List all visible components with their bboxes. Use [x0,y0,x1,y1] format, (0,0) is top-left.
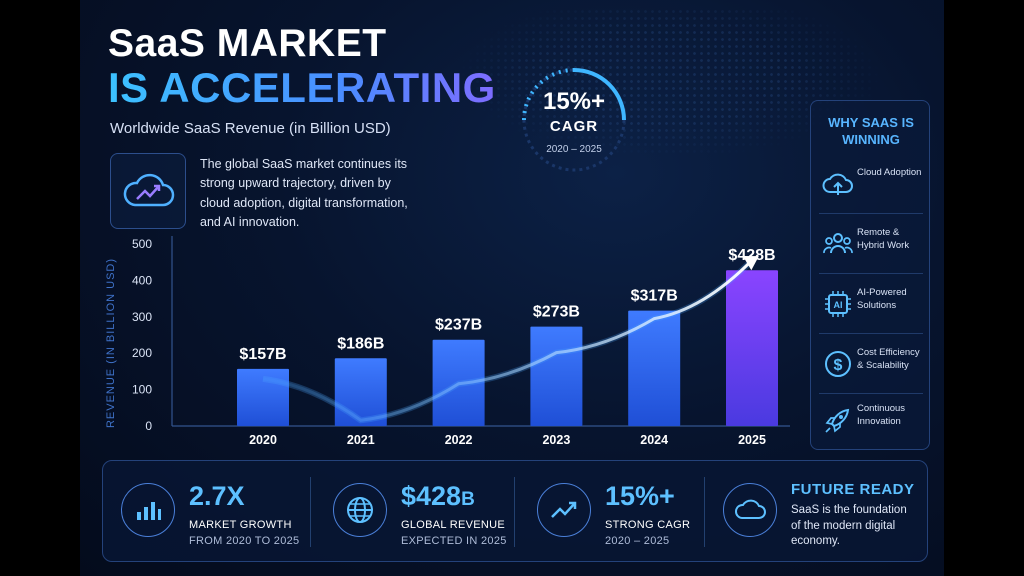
x-tick-label-2023: 2023 [542,433,570,447]
y-tick-label: 300 [132,310,152,324]
cloud-upload-icon [821,167,855,201]
stat-strong-cagr: 15%+ STRONG CAGR 2020 – 2025 [519,461,719,561]
x-tick-label-2020: 2020 [249,433,277,447]
data-label-2021: $186B [337,335,384,352]
trend-arrow-head [742,256,759,271]
users-icon [821,227,855,261]
why-saas-panel: WHY SAAS IS WINNING Cloud Adoption Remote… [810,100,930,450]
bar-2024 [628,310,681,426]
x-tick-label-2021: 2021 [347,433,375,447]
stat-label: GLOBAL REVENUE [401,519,506,531]
bar-2020 [237,368,289,426]
y-tick-label: 0 [145,419,152,433]
stat-global-revenue: $428B GLOBAL REVENUE EXPECTED IN 2025 [315,461,520,561]
data-label-2025: $428B [728,247,775,264]
cloud-growth-icon [123,173,175,207]
cloud-icon [723,483,777,537]
letterbox-left [0,0,80,576]
x-tick-label-2025: 2025 [738,433,766,447]
bar-2025 [726,270,778,426]
divider [819,273,923,274]
why-saas-item: AI AI-Powered Solutions [819,277,925,335]
x-tick-label-2022: 2022 [445,433,473,447]
cloud-growth-icon-box [110,153,186,229]
stats-panel: 2.7X MARKET GROWTH FROM 2020 TO 2025 $42… [102,460,928,562]
bar-2021 [334,358,387,426]
why-saas-item-label: Cost Efficiency & Scalability [857,347,920,371]
y-tick-label: 200 [132,346,152,360]
rocket-icon [821,403,855,437]
why-saas-title: WHY SAAS IS WINNING [828,115,914,147]
chart-subtitle: Worldwide SaaS Revenue (in Billion USD) [110,120,391,137]
stat-sub: 2020 – 2025 [605,535,670,547]
trend-arrow-line [262,259,754,422]
data-label-2022: $237B [435,317,482,334]
stat-label: MARKET GROWTH [189,519,292,531]
letterbox-right [944,0,1024,576]
why-saas-item-label: Cloud Adoption [857,167,922,178]
globe-icon [333,483,387,537]
why-saas-item: Remote & Hybrid Work [819,217,925,275]
y-tick-label: 400 [132,273,152,287]
stat-value: 15%+ [605,481,675,511]
svg-text:$: $ [834,357,843,374]
divider [704,477,705,547]
data-label-2023: $273B [533,304,580,321]
cagr-value: 15%+ [542,88,606,115]
intro-text: The global SaaS market continues its str… [200,157,408,230]
ai-chip-icon: AI [821,287,855,321]
divider [514,477,515,547]
y-tick-label: 100 [132,383,152,397]
stat-value: 2.7X [189,481,245,511]
why-saas-item: Continuous Innovation [819,393,925,451]
cagr-years: 2020 – 2025 [546,144,602,155]
title-line-1: SaaS MARKET [108,22,387,65]
data-label-2024: $317B [631,288,678,305]
revenue-bar-chart: REVENUE (IN BILLION USD) 0 100 200 300 400 500… [105,236,790,447]
why-saas-item-label: AI-Powered Solutions [857,287,907,311]
svg-text:AI: AI [834,300,843,310]
future-ready-title: FUTURE READY [791,481,915,498]
why-saas-item-label: Continuous Innovation [857,403,906,427]
trend-up-icon [537,483,591,537]
divider [819,393,923,394]
bar-chart-icon [121,483,175,537]
dollar-icon: $ [821,347,855,381]
y-axis-title: REVENUE (IN BILLION USD) [105,258,117,428]
y-tick-label: 500 [132,237,152,251]
future-ready: FUTURE READY SaaS is the foundation of t… [705,461,927,561]
cagr-ring [522,68,626,172]
data-label-2020: $157B [239,346,286,363]
divider [819,333,923,334]
divider [310,477,311,547]
why-saas-item: Cloud Adoption [819,157,925,215]
why-saas-item-label: Remote & Hybrid Work [857,227,910,251]
stat-sub: FROM 2020 TO 2025 [189,535,300,547]
x-tick-label-2024: 2024 [640,433,668,447]
bar-2023 [530,326,583,426]
why-saas-item: $ Cost Efficiency & Scalability [819,337,925,395]
divider [819,213,923,214]
cagr-label: CAGR [549,118,599,135]
stat-market-growth: 2.7X MARKET GROWTH FROM 2020 TO 2025 [103,461,308,561]
stat-sub: EXPECTED IN 2025 [401,535,507,547]
stat-value: $428B [401,481,475,511]
title-line-2: IS ACCELERATING [108,64,496,111]
future-ready-text: SaaS is the foundation of the modern dig… [791,504,907,548]
stat-label: STRONG CAGR [605,519,691,531]
